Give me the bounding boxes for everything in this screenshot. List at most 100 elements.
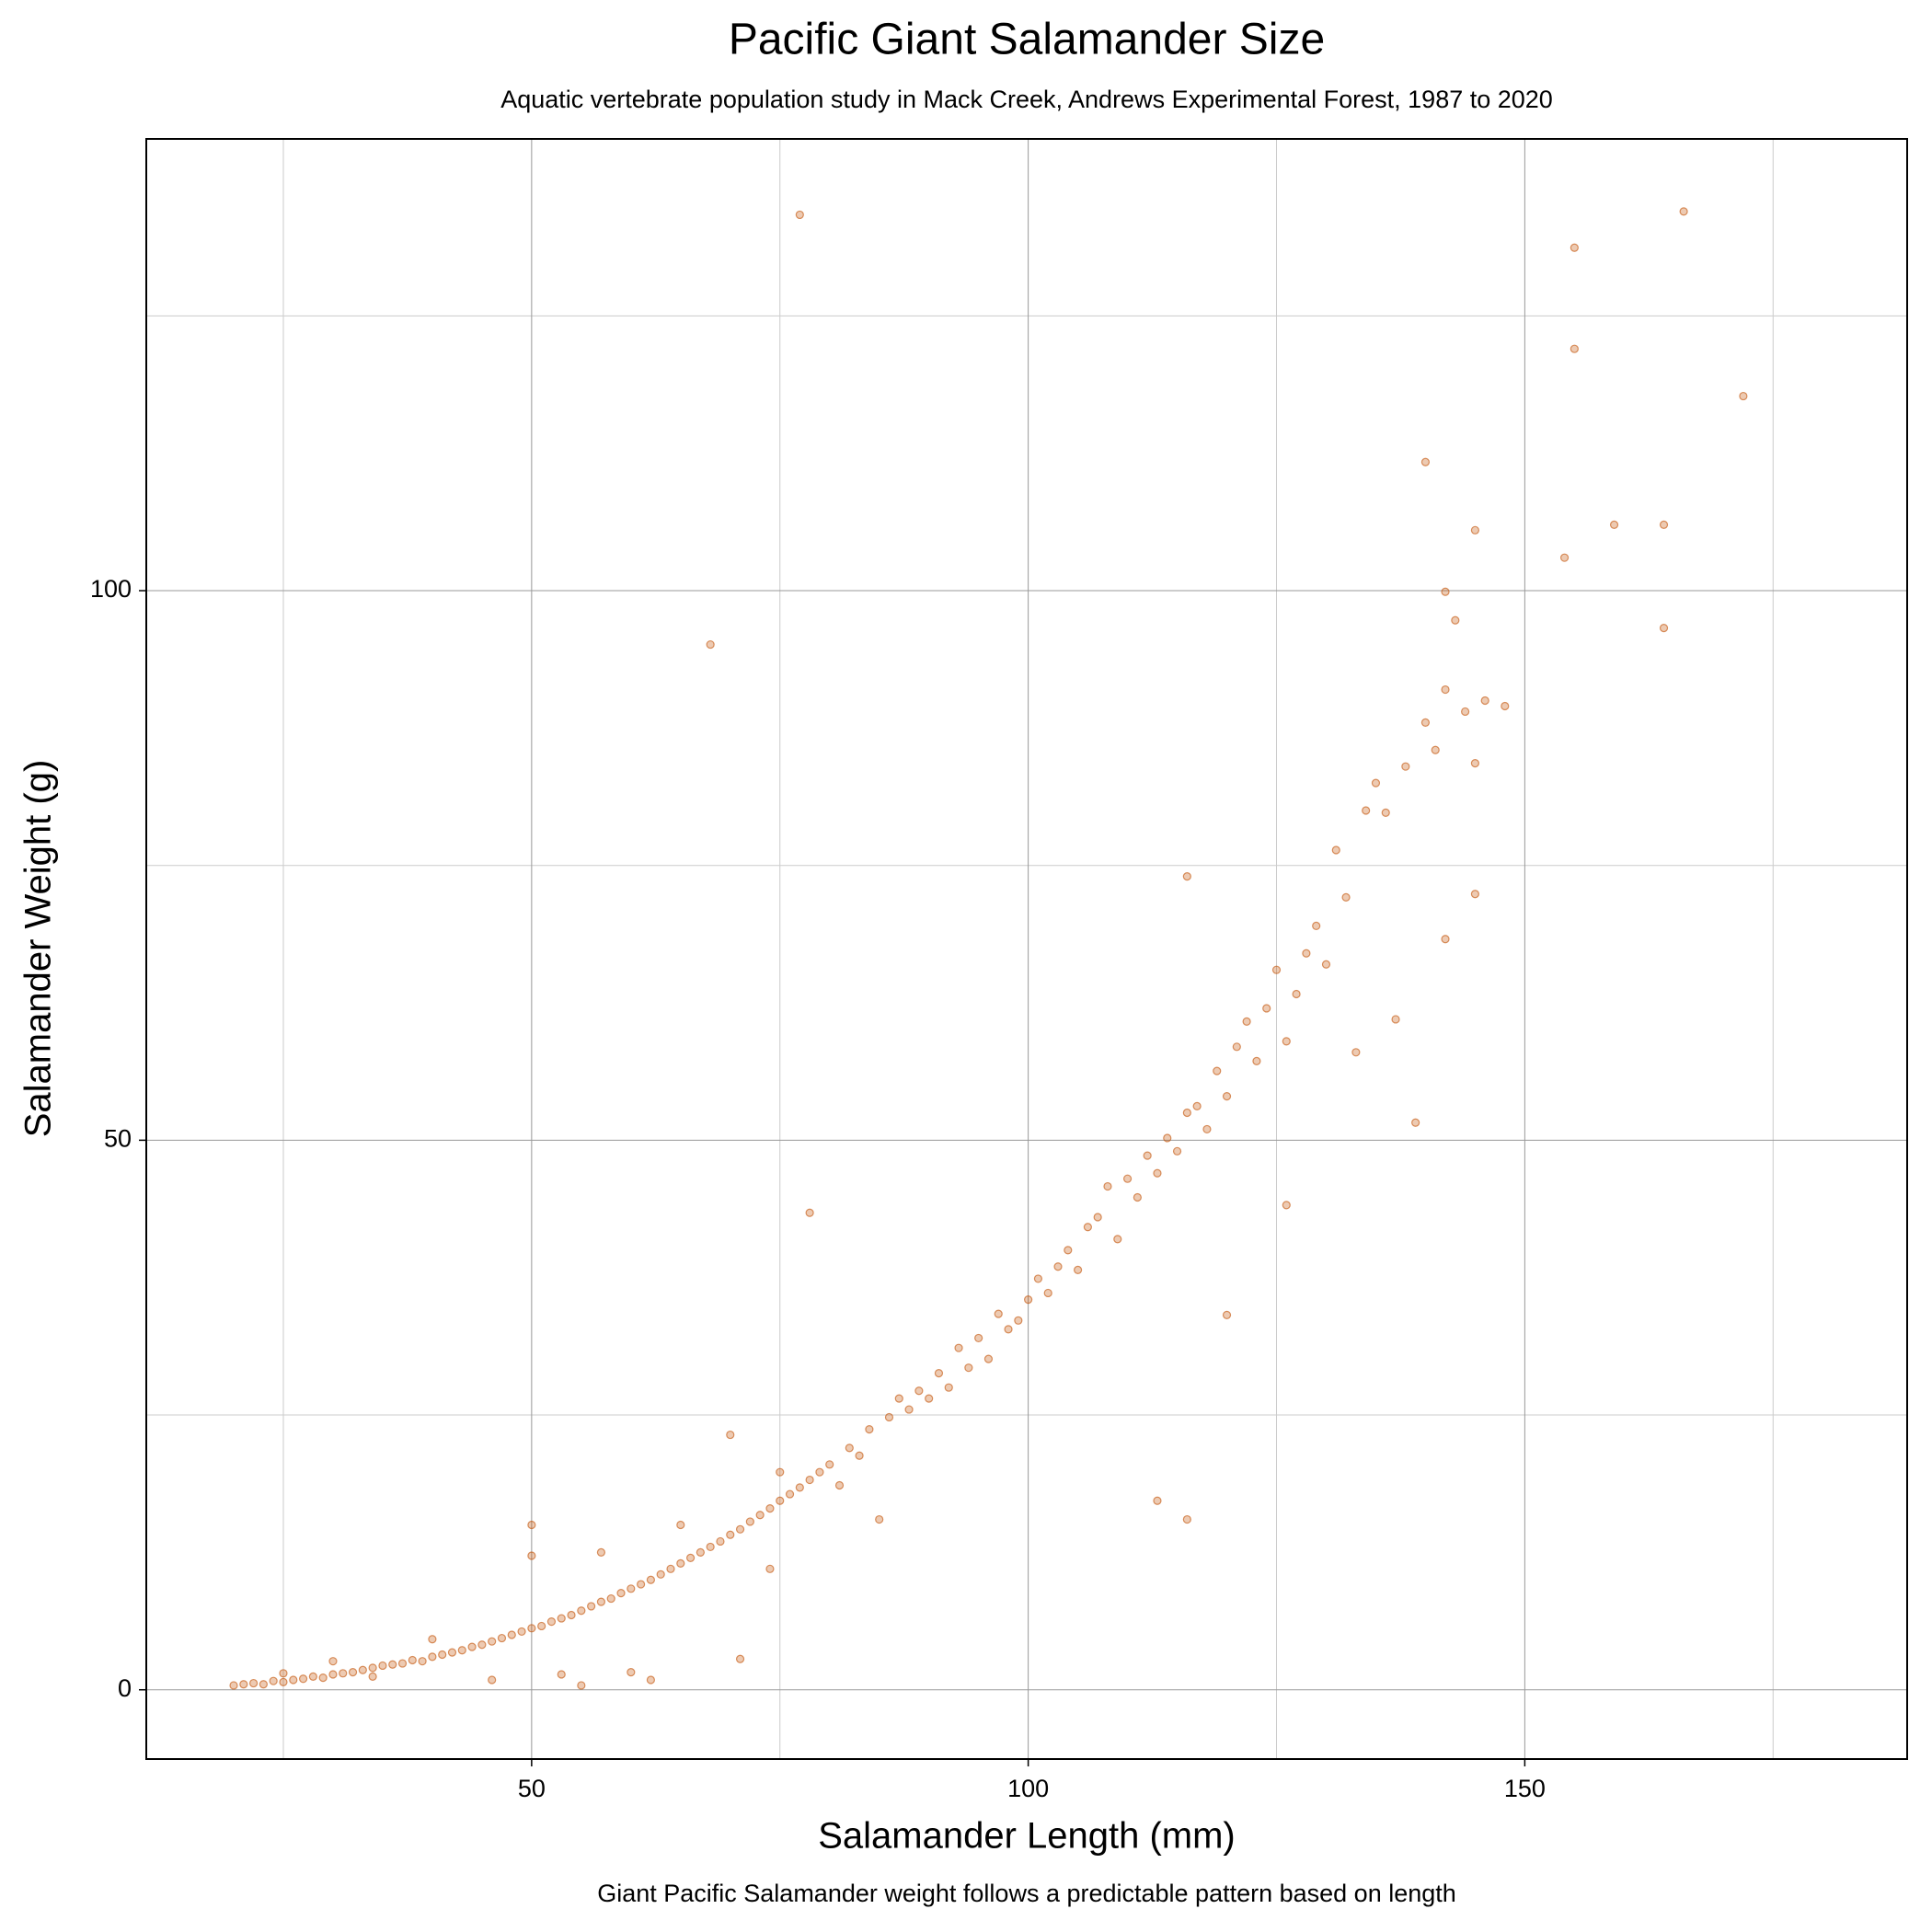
point bbox=[1501, 701, 1510, 711]
point bbox=[1282, 1201, 1291, 1210]
point bbox=[1451, 615, 1460, 625]
point bbox=[1122, 1174, 1133, 1183]
point bbox=[954, 1343, 963, 1352]
point bbox=[1033, 1274, 1043, 1283]
point bbox=[397, 1659, 408, 1668]
point bbox=[497, 1633, 507, 1643]
point bbox=[637, 1580, 646, 1589]
point bbox=[765, 1504, 775, 1513]
point bbox=[1431, 745, 1440, 754]
point bbox=[1341, 892, 1351, 902]
chart-title: Pacific Giant Salamander Size bbox=[729, 16, 1325, 64]
point bbox=[567, 1610, 576, 1620]
point bbox=[716, 1536, 725, 1547]
chart-subtitle: Aquatic vertebrate population study in M… bbox=[500, 86, 1553, 113]
point bbox=[358, 1665, 367, 1674]
point bbox=[894, 1394, 903, 1403]
point bbox=[776, 1467, 785, 1477]
y-tick-label: 0 bbox=[118, 1674, 132, 1702]
point bbox=[875, 1514, 884, 1524]
point bbox=[1470, 758, 1480, 768]
point bbox=[1470, 525, 1480, 535]
point bbox=[328, 1657, 338, 1666]
point bbox=[328, 1670, 338, 1679]
point bbox=[646, 1675, 655, 1685]
point bbox=[279, 1669, 288, 1678]
point bbox=[1143, 1151, 1152, 1160]
point bbox=[1133, 1192, 1142, 1202]
point bbox=[289, 1675, 298, 1685]
point bbox=[983, 1354, 994, 1363]
point bbox=[805, 1208, 814, 1217]
point bbox=[467, 1642, 477, 1651]
point bbox=[1441, 587, 1450, 596]
point bbox=[1153, 1496, 1162, 1505]
point bbox=[1559, 553, 1570, 562]
point bbox=[1153, 1168, 1162, 1178]
point bbox=[527, 1624, 536, 1633]
point bbox=[1331, 845, 1340, 855]
point bbox=[229, 1681, 238, 1690]
point bbox=[934, 1369, 944, 1378]
point bbox=[1202, 1124, 1212, 1134]
point bbox=[1192, 1101, 1202, 1110]
point bbox=[368, 1672, 377, 1681]
point bbox=[1420, 457, 1431, 466]
x-axis-label: Salamander Length (mm) bbox=[818, 1816, 1236, 1857]
point bbox=[477, 1640, 487, 1650]
plot-frame bbox=[145, 138, 1908, 1760]
point bbox=[488, 1675, 497, 1685]
point bbox=[676, 1558, 685, 1568]
point bbox=[1242, 1017, 1251, 1026]
point bbox=[428, 1635, 437, 1644]
point bbox=[1312, 921, 1321, 931]
point bbox=[765, 1564, 775, 1573]
point bbox=[735, 1654, 745, 1663]
point bbox=[1004, 1325, 1013, 1334]
caption: Giant Pacific Salamander weight follows … bbox=[597, 1880, 1456, 1907]
point bbox=[676, 1520, 685, 1530]
point bbox=[596, 1597, 606, 1606]
point bbox=[1321, 960, 1331, 969]
point bbox=[527, 1551, 536, 1560]
point bbox=[1182, 1108, 1191, 1118]
point bbox=[805, 1475, 814, 1485]
point bbox=[855, 1451, 864, 1460]
point bbox=[974, 1333, 983, 1343]
point bbox=[447, 1648, 457, 1657]
point bbox=[339, 1669, 348, 1678]
point bbox=[706, 639, 715, 650]
point bbox=[1053, 1262, 1063, 1271]
x-tick-label: 150 bbox=[1504, 1775, 1546, 1802]
y-tick-label: 100 bbox=[90, 575, 132, 603]
point bbox=[546, 1617, 557, 1627]
point bbox=[1182, 872, 1191, 881]
point bbox=[1073, 1265, 1083, 1274]
point bbox=[1222, 1091, 1232, 1101]
point bbox=[726, 1530, 735, 1539]
point bbox=[1213, 1066, 1222, 1075]
point bbox=[755, 1511, 765, 1520]
point bbox=[1401, 762, 1410, 771]
point bbox=[1441, 684, 1450, 695]
point bbox=[685, 1553, 696, 1562]
point bbox=[825, 1460, 834, 1469]
point bbox=[795, 1483, 804, 1492]
point bbox=[616, 1588, 626, 1598]
point bbox=[1570, 243, 1579, 252]
point bbox=[438, 1650, 447, 1660]
point bbox=[368, 1663, 377, 1673]
point bbox=[745, 1517, 754, 1526]
point bbox=[904, 1405, 914, 1414]
point bbox=[834, 1480, 845, 1490]
point bbox=[557, 1614, 566, 1623]
point bbox=[944, 1383, 953, 1392]
point bbox=[1609, 520, 1619, 529]
point bbox=[914, 1386, 924, 1396]
point bbox=[627, 1668, 636, 1677]
point bbox=[1292, 989, 1301, 999]
y-axis-label: Salamander Weight (g) bbox=[18, 760, 59, 1138]
point bbox=[1381, 808, 1390, 817]
point bbox=[537, 1621, 546, 1631]
